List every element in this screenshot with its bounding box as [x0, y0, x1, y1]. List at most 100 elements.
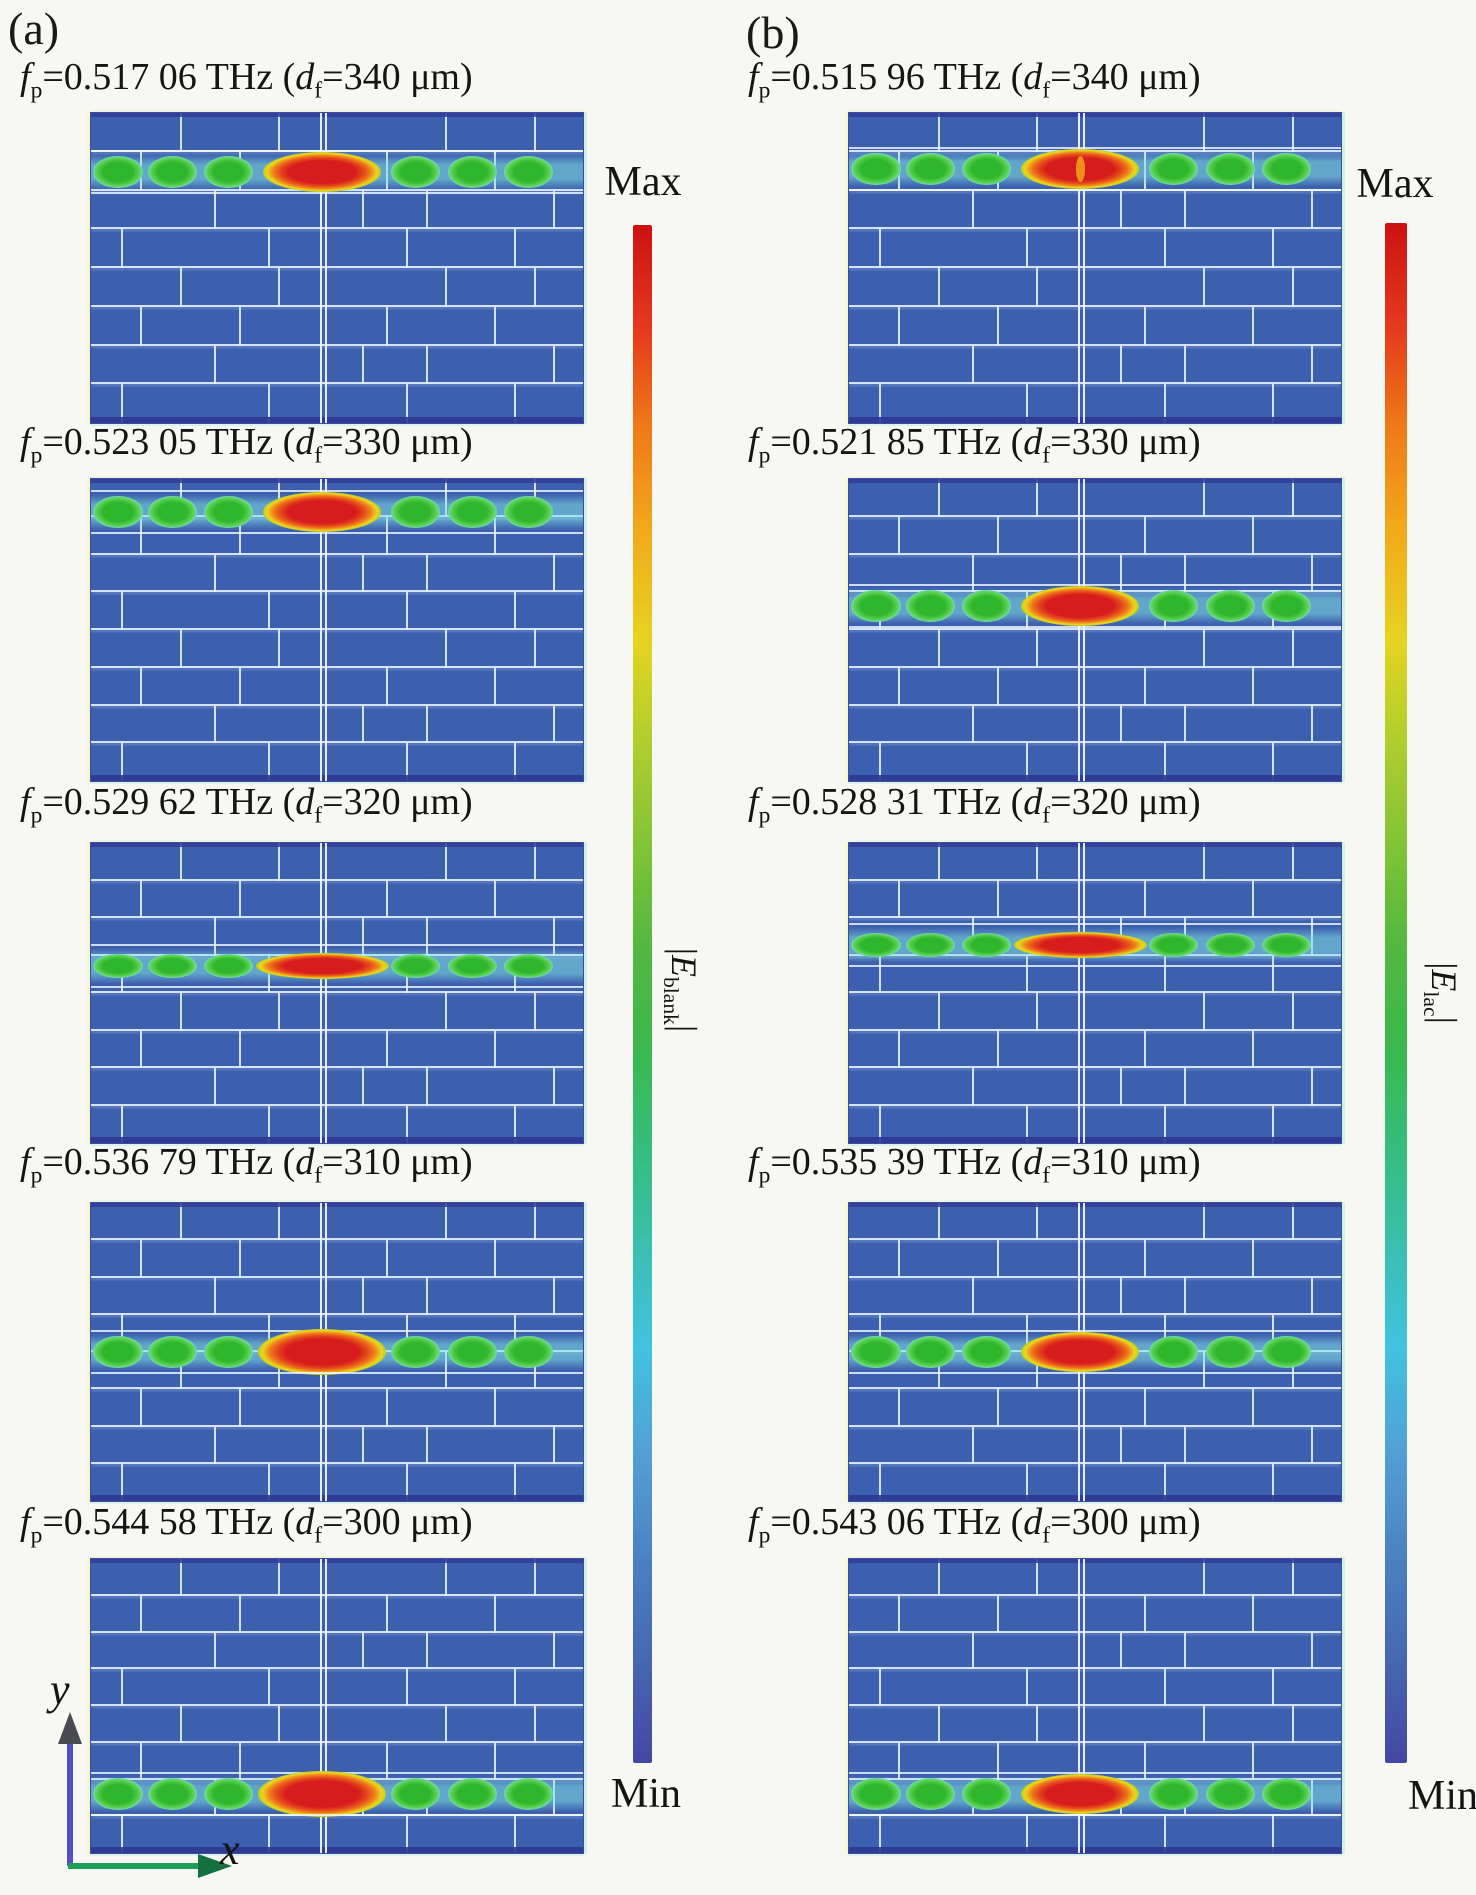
brick-joint	[898, 516, 901, 555]
brick-joint	[1035, 1559, 1038, 1596]
brick-joint	[1272, 229, 1275, 268]
brick-joint	[405, 592, 408, 630]
brick-joint	[996, 1240, 999, 1278]
brick-joint	[238, 880, 241, 918]
brick-joint	[898, 1030, 901, 1068]
brick-joint	[214, 1632, 216, 1670]
title-fragment: f	[314, 1522, 323, 1549]
brick-row-line	[849, 1740, 1341, 1743]
title-fragment: f	[1042, 77, 1051, 104]
brick-joint	[179, 1706, 182, 1743]
brick-joint	[1026, 229, 1029, 268]
field-lobe-green	[851, 933, 901, 957]
field-intensity-band	[91, 942, 583, 990]
brick-joint	[277, 1706, 280, 1743]
field-lobe-green	[1205, 590, 1255, 622]
panel-title-b2: fp=0.521 85 THz (df=330 μm)	[748, 420, 1201, 467]
brick-row-line	[91, 878, 583, 881]
defect-center-line	[319, 479, 327, 781]
field-lobe-green	[147, 1778, 197, 1810]
brick-joint	[937, 630, 940, 668]
title-fragment: μm)	[1128, 781, 1201, 823]
brick-joint	[120, 592, 123, 630]
title-fragment: f	[748, 56, 759, 98]
panel-bottom-edge	[91, 1137, 583, 1143]
title-fragment: f	[314, 802, 323, 829]
brick-joint	[277, 1559, 280, 1596]
brick-joint	[238, 1742, 241, 1780]
brick-joint	[1026, 1105, 1029, 1143]
brick-joint	[1163, 1463, 1166, 1501]
brick-joint	[361, 190, 364, 230]
title-fragment: p	[30, 1522, 43, 1549]
title-fragment: f	[20, 781, 31, 823]
brick-joint	[1183, 1068, 1186, 1106]
brick-joint	[1291, 993, 1294, 1031]
brick-row-line	[849, 665, 1341, 668]
field-lobe-green	[447, 1778, 497, 1810]
brick-joint	[494, 667, 497, 706]
brick-joint	[1026, 1816, 1029, 1853]
brick-joint	[937, 479, 940, 517]
brick-joint	[878, 743, 881, 781]
brick-row-line	[91, 1312, 583, 1315]
brick-joint	[179, 268, 182, 307]
brick-joint	[494, 1030, 497, 1068]
brick-joint	[386, 1240, 389, 1278]
brick-joint	[120, 384, 123, 423]
panel-top-edge	[91, 1203, 583, 1207]
y-axis-arrowhead	[58, 1712, 82, 1744]
title-fragment: f	[1042, 442, 1051, 469]
field-lobe-green	[1205, 933, 1255, 957]
brick-joint	[268, 1314, 271, 1352]
title-fragment: =	[42, 781, 64, 823]
brick-joint	[238, 1240, 241, 1278]
colorbar-a-field-label: |Eblank|	[658, 947, 704, 1033]
brick-row-line	[849, 916, 1341, 918]
brick-joint	[1144, 1240, 1147, 1278]
field-lobe-green	[962, 153, 1012, 185]
brick-joint	[445, 1706, 448, 1743]
field-lobe-red-center	[255, 953, 389, 979]
brick-row-line	[849, 1387, 1341, 1390]
brick-joint	[553, 1426, 556, 1464]
brick-joint	[1203, 1706, 1206, 1743]
field-panel-a4	[90, 1202, 584, 1502]
figure-label-b: (b)	[746, 7, 800, 58]
brick-joint	[386, 1742, 389, 1780]
brick-joint	[1119, 345, 1122, 385]
title-fragment: =	[1050, 781, 1072, 823]
field-lobe-green	[1262, 590, 1312, 622]
brick-joint	[268, 229, 271, 268]
field-lobe-green	[504, 1336, 554, 1368]
brick-joint	[386, 306, 389, 346]
title-fragment: 0.528 31	[791, 781, 925, 823]
defect-center-line	[1077, 479, 1085, 781]
brick-joint	[361, 918, 364, 956]
brick-joint	[972, 705, 974, 744]
brick-row-line	[849, 1630, 1341, 1633]
panel-top-edge	[849, 113, 1341, 117]
brick-joint	[514, 1669, 517, 1706]
brick-joint	[1272, 1669, 1275, 1706]
brick-joint	[1035, 843, 1038, 881]
brick-joint	[937, 1203, 940, 1241]
title-fragment: μm)	[400, 1141, 473, 1183]
brick-joint	[425, 190, 428, 230]
brick-row-line	[91, 227, 583, 230]
brick-joint	[1311, 345, 1314, 385]
brick-joint	[1144, 1389, 1147, 1427]
field-lobe-green	[391, 954, 441, 978]
title-fragment: =	[770, 1141, 792, 1183]
field-lobe-green	[962, 590, 1012, 622]
field-panel-b5	[848, 1558, 1342, 1854]
brick-joint	[494, 1240, 497, 1278]
field-lobe-green	[93, 156, 143, 188]
title-fragment: 300	[343, 1501, 401, 1543]
brick-joint	[1203, 1352, 1206, 1390]
brick-joint	[1144, 667, 1147, 706]
panel-top-edge	[849, 843, 1341, 847]
field-lobe-green	[1149, 1336, 1199, 1368]
brick-joint	[1144, 880, 1147, 918]
